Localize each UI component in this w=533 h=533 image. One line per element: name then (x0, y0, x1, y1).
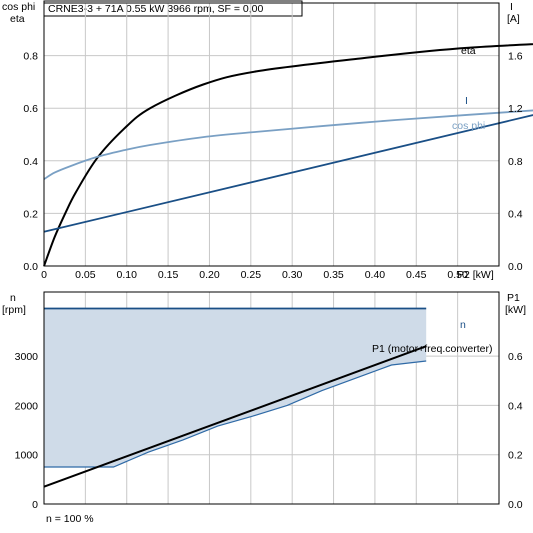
top-left-axis-label-1: cos phi (2, 1, 35, 13)
series-label-eta: eta (461, 45, 476, 57)
bottom-right-tick-label: 0.4 (508, 400, 523, 412)
top-chart: 0.0 0.2 0.4 0.6 0.8 0.0 0.4 0.8 1.2 1.6 0 0.05 0.1… (2, 1, 533, 281)
top-left-ticks: 0.0 0.2 0.4 0.6 0.8 (23, 51, 38, 273)
top-x-tick-label: 0.20 (199, 269, 220, 281)
series-label-cos-phi: cos phi (452, 120, 485, 132)
top-x-tick-label: 0.15 (158, 269, 179, 281)
top-x-ticks: 0 0.05 0.10 0.15 0.20 0.25 0.30 0.35 0.40 0.45 0.5… (41, 269, 468, 281)
x-axis-unit-label: P2 [kW] (457, 269, 494, 281)
top-right-tick-label: 0.0 (508, 261, 523, 273)
top-x-tick-label: 0.05 (75, 269, 96, 281)
top-x-tick-label: 0.35 (323, 269, 344, 281)
top-right-axis-label-1: I (510, 1, 513, 13)
bottom-left-tick-label: 0 (32, 499, 38, 511)
top-x-tick-label: 0.40 (365, 269, 386, 281)
bottom-chart: 0 1000 2000 3000 0.0 0.2 0.4 0.6 n [rpm] P1 [k… (2, 291, 526, 525)
top-x-tick-label: 0 (41, 269, 47, 281)
header-title: CRNE3-3 + 71A 0.55 kW 3966 rpm, SF = 0,0… (48, 3, 264, 15)
bottom-right-ticks: 0.0 0.2 0.4 0.6 (508, 351, 523, 511)
bottom-left-tick-label: 1000 (15, 450, 39, 462)
top-plot-frame (43, 2, 500, 267)
bottom-left-tick-label: 2000 (15, 400, 39, 412)
top-left-tick-label: 0.4 (23, 156, 38, 168)
bottom-left-ticks: 0 1000 2000 3000 (15, 351, 39, 511)
series-line-eta (43, 43, 533, 267)
series-line-I (43, 114, 533, 233)
bottom-right-tick-label: 0.2 (508, 450, 523, 462)
bottom-left-tick-label: 3000 (15, 351, 39, 363)
bottom-right-axis-label-2: [kW] (505, 304, 526, 316)
top-right-tick-label: 1.6 (508, 51, 523, 63)
top-x-tick-label: 0.10 (117, 269, 138, 281)
bottom-series-layer (43, 307, 427, 488)
series-line-P1 (43, 345, 427, 488)
bottom-right-axis-label-1: P1 (507, 292, 520, 304)
bottom-plot-frame (43, 291, 500, 505)
series-label-I: I (465, 95, 468, 107)
bottom-left-axis-label-2: [rpm] (2, 304, 26, 316)
top-series-layer (43, 43, 533, 267)
series-label-n: n (460, 319, 466, 331)
top-x-tick-label: 0.50 (447, 269, 468, 281)
series-line-cos-phi (43, 109, 533, 180)
top-left-axis-label-2: eta (10, 13, 25, 25)
top-right-tick-label: 0.8 (508, 156, 523, 168)
top-left-tick-label: 0.6 (23, 103, 38, 115)
bottom-right-tick-label: 0.6 (508, 351, 523, 363)
series-label-P1: P1 (motor+freq.converter) (372, 343, 493, 355)
top-left-tick-label: 0.8 (23, 51, 38, 63)
top-left-tick-label: 0.2 (23, 208, 38, 220)
bottom-right-tick-label: 0.0 (508, 499, 523, 511)
bottom-left-axis-label-1: n (10, 292, 16, 304)
top-right-tick-label: 0.4 (508, 208, 523, 220)
top-x-tick-label: 0.45 (406, 269, 427, 281)
top-x-tick-label: 0.25 (241, 269, 262, 281)
top-right-tick-label: 1.2 (508, 103, 523, 115)
top-right-axis-label-2: [A] (507, 13, 520, 25)
top-right-ticks: 0.0 0.4 0.8 1.2 1.6 (508, 51, 523, 273)
top-left-tick-label: 0.0 (23, 261, 38, 273)
speed-range-band (44, 308, 427, 467)
speed-band-lower-edge (44, 360, 427, 468)
top-grid (44, 3, 499, 266)
top-x-tick-label: 0.30 (282, 269, 303, 281)
footer-note: n = 100 % (46, 513, 94, 525)
